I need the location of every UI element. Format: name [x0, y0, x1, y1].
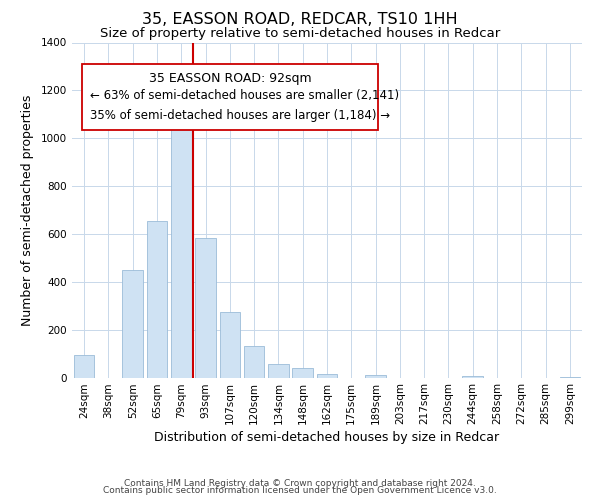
Bar [146, 221, 167, 378]
Bar [292, 368, 313, 378]
FancyBboxPatch shape [82, 64, 378, 130]
Text: Contains public sector information licensed under the Open Government Licence v3: Contains public sector information licen… [103, 486, 497, 495]
Bar [220, 312, 240, 378]
Text: Contains HM Land Registry data © Crown copyright and database right 2024.: Contains HM Land Registry data © Crown c… [124, 478, 476, 488]
Y-axis label: Number of semi-detached properties: Number of semi-detached properties [21, 94, 34, 326]
Bar [74, 355, 94, 378]
Text: 35% of semi-detached houses are larger (1,184) →: 35% of semi-detached houses are larger (… [90, 110, 390, 122]
Bar [171, 120, 191, 378]
Bar [365, 375, 386, 378]
Text: ← 63% of semi-detached houses are smaller (2,141): ← 63% of semi-detached houses are smalle… [90, 90, 399, 102]
Bar [122, 270, 143, 378]
X-axis label: Distribution of semi-detached houses by size in Redcar: Distribution of semi-detached houses by … [154, 432, 500, 444]
Bar [244, 346, 265, 378]
Bar [195, 238, 216, 378]
Text: Size of property relative to semi-detached houses in Redcar: Size of property relative to semi-detach… [100, 28, 500, 40]
Text: 35, EASSON ROAD, REDCAR, TS10 1HH: 35, EASSON ROAD, REDCAR, TS10 1HH [142, 12, 458, 28]
Bar [317, 374, 337, 378]
Text: 35 EASSON ROAD: 92sqm: 35 EASSON ROAD: 92sqm [149, 72, 311, 85]
Bar [268, 364, 289, 378]
Bar [463, 376, 483, 378]
